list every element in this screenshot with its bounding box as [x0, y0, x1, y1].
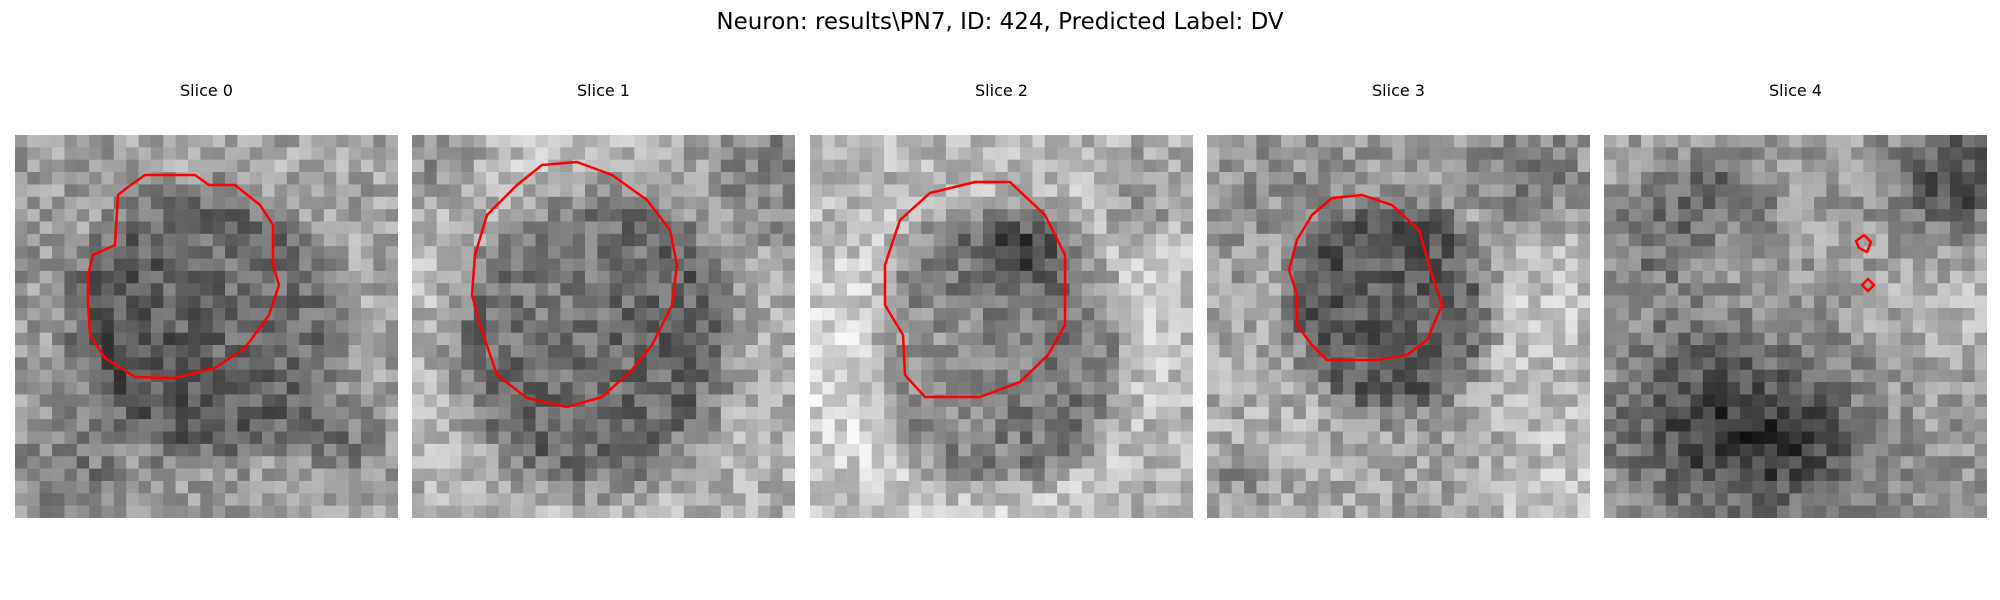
slice-title-1: Slice 1	[577, 81, 630, 100]
segmentation-contour	[1860, 277, 1876, 293]
slice-image-1	[412, 135, 795, 518]
slice-title-2: Slice 2	[975, 81, 1028, 100]
segmentation-contour	[1854, 233, 1873, 254]
slice-image-2	[810, 135, 1193, 518]
figure-title: Neuron: results\PN7, ID: 424, Predicted …	[716, 9, 1284, 35]
segmentation-contour	[86, 173, 281, 380]
segmentation-contour	[883, 180, 1067, 399]
segmentation-contour	[470, 160, 679, 409]
slice-title-4: Slice 4	[1769, 81, 1822, 100]
segmentation-contour	[1287, 193, 1444, 362]
slice-title-3: Slice 3	[1372, 81, 1425, 100]
slice-image-3	[1207, 135, 1590, 518]
slice-image-0	[15, 135, 398, 518]
slice-image-4	[1604, 135, 1987, 518]
slice-title-0: Slice 0	[180, 81, 233, 100]
